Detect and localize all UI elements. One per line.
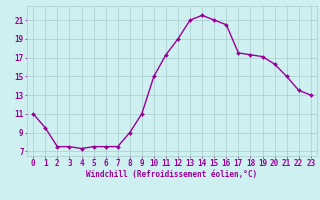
X-axis label: Windchill (Refroidissement éolien,°C): Windchill (Refroidissement éolien,°C): [86, 170, 258, 179]
